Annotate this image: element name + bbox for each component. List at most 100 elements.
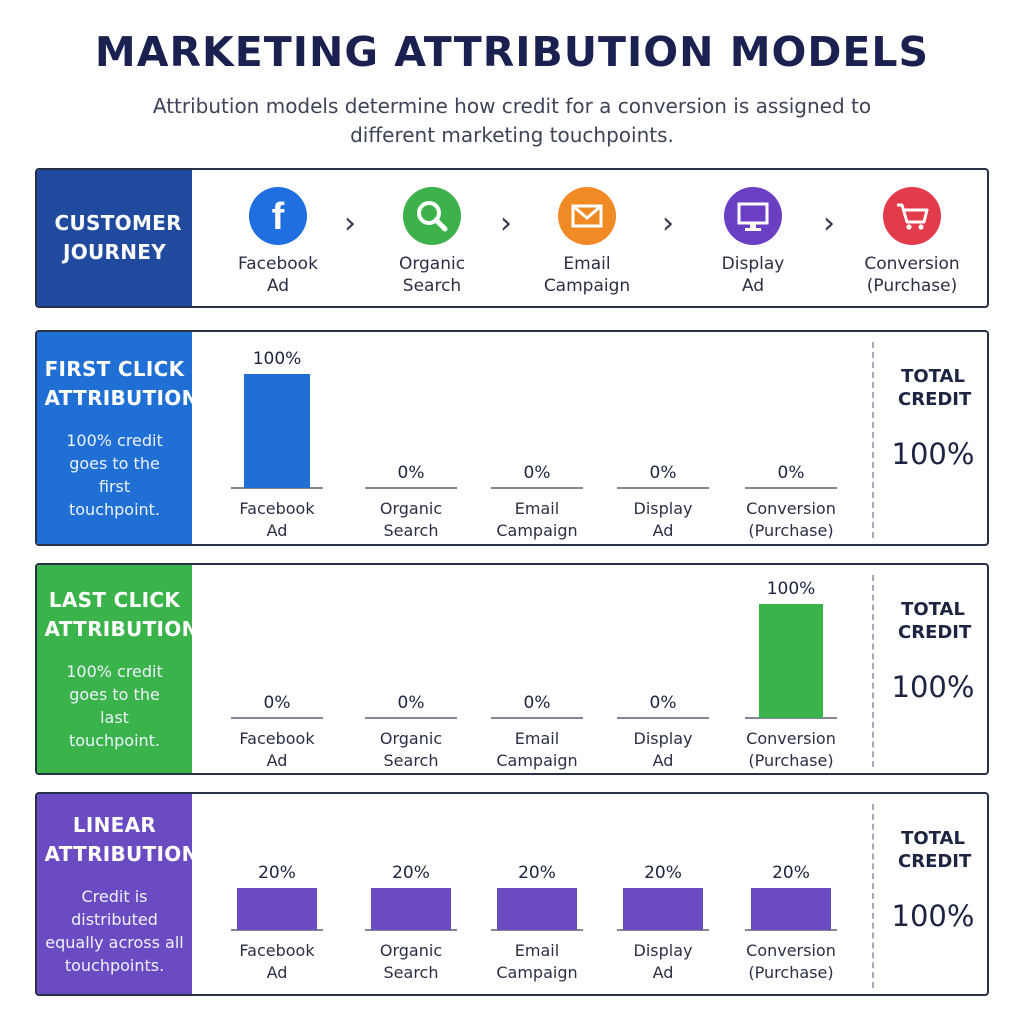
monitor-icon (724, 187, 782, 245)
category-label: Ad (267, 751, 288, 770)
total-credit-label: TOTAL CREDIT (898, 599, 972, 643)
journey-label: Organic Search (398, 254, 466, 296)
category-label: Search (384, 963, 439, 982)
data-label: 0% (778, 463, 805, 483)
category-label: Email (515, 499, 559, 518)
linear-side: LINEAR ATTRIBUTION Credit is distributed… (37, 794, 199, 994)
bar (237, 888, 317, 930)
chevron-right-icon: › (500, 206, 512, 241)
category-label: Conversion (746, 729, 836, 748)
bar (371, 888, 451, 930)
facebook-icon: f (249, 187, 307, 245)
first-click-panel: FIRST CLICK ATTRIBUTION 100% credit goes… (35, 330, 989, 546)
linear-panel: LINEAR ATTRIBUTION Credit is distributed… (35, 792, 989, 996)
linear-chart: 20% Facebook Ad 20% Organic Search 20% Email Cam… (231, 863, 837, 982)
category-label: Campaign (496, 963, 577, 982)
total-credit: TOTAL CREDIT 100% (875, 598, 987, 704)
category-label: Organic (380, 499, 442, 518)
journey-display-ad: Display Ad (688, 187, 818, 297)
customer-journey-side: CUSTOMER JOURNEY (37, 170, 192, 306)
journey-label: Conversion (Purchase) (864, 254, 960, 296)
total-credit-value: 100% (891, 899, 975, 933)
journey-label: Email Campaign (543, 254, 631, 296)
chevron-right-icon: › (344, 206, 356, 241)
data-label: 0% (398, 693, 425, 713)
category-label: Ad (653, 963, 674, 982)
data-label: 20% (258, 863, 296, 883)
category-label: (Purchase) (748, 963, 833, 982)
last-click-side: LAST CLICK ATTRIBUTION 100% credit goes … (37, 565, 199, 773)
category-label: Conversion (746, 941, 836, 960)
data-label: 20% (772, 863, 810, 883)
category-label: Organic (380, 941, 442, 960)
data-label: 100% (767, 579, 816, 599)
page-title: MARKETING ATTRIBUTION MODELS (94, 28, 930, 76)
bar (759, 604, 823, 718)
category-label: Display (634, 499, 693, 518)
bar (244, 374, 310, 488)
category-label: Ad (653, 521, 674, 540)
journey-organic-search: Organic Search (367, 187, 497, 297)
data-label: 0% (524, 693, 551, 713)
linear-title: LINEAR ATTRIBUTION (44, 813, 199, 866)
data-label: 0% (264, 693, 291, 713)
category-label: Email (515, 941, 559, 960)
category-label: Conversion (746, 499, 836, 518)
first-click-side: FIRST CLICK ATTRIBUTION 100% credit goes… (37, 332, 199, 544)
data-label: 20% (644, 863, 682, 883)
first-click-title: FIRST CLICK ATTRIBUTION (44, 357, 199, 410)
last-click-panel: LAST CLICK ATTRIBUTION 100% credit goes … (35, 563, 989, 775)
category-label: (Purchase) (748, 751, 833, 770)
journey-conversion: Conversion (Purchase) (847, 187, 977, 297)
total-credit-label: TOTAL CREDIT (898, 828, 972, 872)
data-label: 0% (524, 463, 551, 483)
magnifier-icon (403, 187, 461, 245)
category-label: Email (515, 729, 559, 748)
divider (872, 575, 874, 767)
total-credit-value: 100% (891, 670, 975, 704)
first-click-description: 100% credit goes to the first touchpoint… (66, 431, 163, 519)
category-label: Ad (653, 751, 674, 770)
category-label: Facebook (239, 941, 315, 960)
journey-facebook-ad: f Facebook Ad (213, 187, 343, 297)
divider (872, 342, 874, 538)
customer-journey-panel: CUSTOMER JOURNEY f Facebook Ad › Organic… (35, 168, 989, 308)
journey-email-campaign: Email Campaign (522, 187, 652, 297)
total-credit: TOTAL CREDIT 100% (875, 365, 987, 471)
data-label: 20% (518, 863, 556, 883)
journey-label: Display Ad (721, 254, 785, 296)
bar (497, 888, 577, 930)
page-subtitle: Attribution models determine how credit … (152, 94, 872, 147)
chevron-right-icon: › (662, 206, 674, 241)
chevron-right-icon: › (823, 206, 835, 241)
bar (751, 888, 831, 930)
first-click-chart: 100% Facebook Ad 0% Organic Search 0% Email Camp… (231, 349, 837, 540)
category-label: Ad (267, 963, 288, 982)
category-label: Campaign (496, 521, 577, 540)
last-click-chart: 0% Facebook Ad 0% Organic Search 0% Email Campai… (231, 579, 837, 770)
envelope-icon (558, 187, 616, 245)
last-click-description: 100% credit goes to the last touchpoint. (66, 662, 163, 750)
category-label: Display (634, 729, 693, 748)
category-label: (Purchase) (748, 521, 833, 540)
customer-journey-title: CUSTOMER JOURNEY (54, 211, 182, 264)
data-label: 0% (650, 463, 677, 483)
divider (872, 804, 874, 988)
bar (623, 888, 703, 930)
shopping-cart-icon (883, 187, 941, 245)
category-label: Ad (267, 521, 288, 540)
category-label: Campaign (496, 751, 577, 770)
category-label: Search (384, 751, 439, 770)
data-label: 0% (398, 463, 425, 483)
data-label: 100% (253, 349, 302, 369)
data-label: 20% (392, 863, 430, 883)
category-label: Search (384, 521, 439, 540)
total-credit-label: TOTAL CREDIT (898, 366, 972, 410)
category-label: Facebook (239, 499, 315, 518)
linear-description: Credit is distributed equally across all… (45, 887, 184, 975)
journey-label: Facebook Ad (238, 254, 318, 296)
data-label: 0% (650, 693, 677, 713)
last-click-title: LAST CLICK ATTRIBUTION (44, 588, 199, 641)
category-label: Display (634, 941, 693, 960)
total-credit-value: 100% (891, 437, 975, 471)
